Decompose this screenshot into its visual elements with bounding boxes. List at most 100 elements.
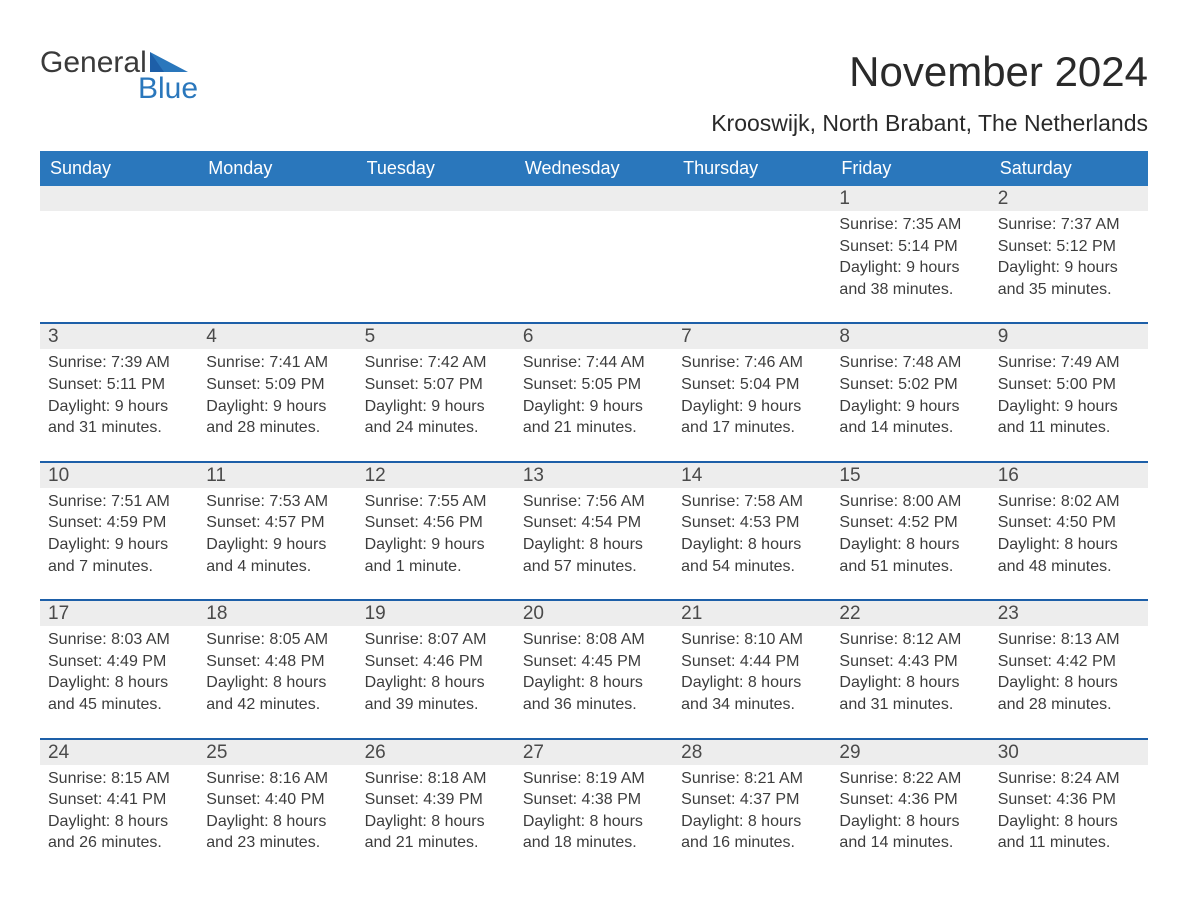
day-details xyxy=(515,211,673,304)
day-number xyxy=(515,186,673,211)
day-dl1: Daylight: 9 hours xyxy=(523,396,665,418)
day-number: 30 xyxy=(990,740,1148,765)
day-detail-row: Sunrise: 7:35 AMSunset: 5:14 PMDaylight:… xyxy=(40,211,1148,304)
day-dl2: and 26 minutes. xyxy=(48,832,190,854)
title-block: November 2024 Krooswijk, North Brabant, … xyxy=(711,40,1148,151)
day-number: 3 xyxy=(40,324,198,349)
day-details: Sunrise: 8:22 AMSunset: 4:36 PMDaylight:… xyxy=(831,765,989,858)
day-sunrise: Sunrise: 8:16 AM xyxy=(206,768,348,790)
dow-tuesday: Tuesday xyxy=(357,151,515,186)
day-dl2: and 11 minutes. xyxy=(998,832,1140,854)
day-details: Sunrise: 7:37 AMSunset: 5:12 PMDaylight:… xyxy=(990,211,1148,304)
day-dl1: Daylight: 8 hours xyxy=(48,672,190,694)
day-details: Sunrise: 7:51 AMSunset: 4:59 PMDaylight:… xyxy=(40,488,198,581)
day-dl2: and 14 minutes. xyxy=(839,417,981,439)
day-details: Sunrise: 8:24 AMSunset: 4:36 PMDaylight:… xyxy=(990,765,1148,858)
day-details: Sunrise: 7:42 AMSunset: 5:07 PMDaylight:… xyxy=(357,349,515,442)
day-sunset: Sunset: 4:41 PM xyxy=(48,789,190,811)
day-number: 24 xyxy=(40,740,198,765)
week-row: 12Sunrise: 7:35 AMSunset: 5:14 PMDayligh… xyxy=(40,186,1148,304)
day-details: Sunrise: 8:05 AMSunset: 4:48 PMDaylight:… xyxy=(198,626,356,719)
day-sunset: Sunset: 4:53 PM xyxy=(681,512,823,534)
day-number: 21 xyxy=(673,601,831,626)
day-dl2: and 28 minutes. xyxy=(998,694,1140,716)
day-sunrise: Sunrise: 8:00 AM xyxy=(839,491,981,513)
day-sunset: Sunset: 4:44 PM xyxy=(681,651,823,673)
day-number-row: 17181920212223 xyxy=(40,599,1148,626)
day-details: Sunrise: 7:48 AMSunset: 5:02 PMDaylight:… xyxy=(831,349,989,442)
dow-monday: Monday xyxy=(198,151,356,186)
day-dl2: and 48 minutes. xyxy=(998,556,1140,578)
day-sunset: Sunset: 4:37 PM xyxy=(681,789,823,811)
day-sunset: Sunset: 4:50 PM xyxy=(998,512,1140,534)
day-details: Sunrise: 7:49 AMSunset: 5:00 PMDaylight:… xyxy=(990,349,1148,442)
day-sunrise: Sunrise: 7:35 AM xyxy=(839,214,981,236)
day-dl1: Daylight: 8 hours xyxy=(839,534,981,556)
day-sunrise: Sunrise: 7:37 AM xyxy=(998,214,1140,236)
day-sunrise: Sunrise: 7:44 AM xyxy=(523,352,665,374)
day-dl2: and 31 minutes. xyxy=(48,417,190,439)
day-dl1: Daylight: 8 hours xyxy=(523,811,665,833)
week-row: 24252627282930Sunrise: 8:15 AMSunset: 4:… xyxy=(40,738,1148,858)
dow-wednesday: Wednesday xyxy=(515,151,673,186)
day-detail-row: Sunrise: 8:03 AMSunset: 4:49 PMDaylight:… xyxy=(40,626,1148,719)
day-details: Sunrise: 7:53 AMSunset: 4:57 PMDaylight:… xyxy=(198,488,356,581)
day-details xyxy=(40,211,198,304)
day-sunset: Sunset: 5:04 PM xyxy=(681,374,823,396)
logo-word1: General xyxy=(40,46,147,79)
day-sunrise: Sunrise: 7:51 AM xyxy=(48,491,190,513)
day-dl1: Daylight: 9 hours xyxy=(206,396,348,418)
day-number: 1 xyxy=(831,186,989,211)
header-row: General Blue November 2024 Krooswijk, No… xyxy=(40,40,1148,151)
day-number: 10 xyxy=(40,463,198,488)
day-sunrise: Sunrise: 7:55 AM xyxy=(365,491,507,513)
day-sunset: Sunset: 4:45 PM xyxy=(523,651,665,673)
day-dl2: and 21 minutes. xyxy=(365,832,507,854)
day-number-row: 10111213141516 xyxy=(40,461,1148,488)
day-number-row: 12 xyxy=(40,186,1148,211)
day-dl2: and 23 minutes. xyxy=(206,832,348,854)
day-sunrise: Sunrise: 7:49 AM xyxy=(998,352,1140,374)
day-dl2: and 35 minutes. xyxy=(998,279,1140,301)
day-details: Sunrise: 8:13 AMSunset: 4:42 PMDaylight:… xyxy=(990,626,1148,719)
day-number: 25 xyxy=(198,740,356,765)
day-dl2: and 42 minutes. xyxy=(206,694,348,716)
day-dl1: Daylight: 8 hours xyxy=(998,811,1140,833)
day-dl2: and 18 minutes. xyxy=(523,832,665,854)
day-sunrise: Sunrise: 8:24 AM xyxy=(998,768,1140,790)
day-dl2: and 1 minute. xyxy=(365,556,507,578)
day-sunset: Sunset: 4:59 PM xyxy=(48,512,190,534)
day-dl2: and 17 minutes. xyxy=(681,417,823,439)
day-details xyxy=(357,211,515,304)
day-dl1: Daylight: 8 hours xyxy=(839,811,981,833)
day-number: 22 xyxy=(831,601,989,626)
day-number: 18 xyxy=(198,601,356,626)
day-number: 2 xyxy=(990,186,1148,211)
day-sunset: Sunset: 4:48 PM xyxy=(206,651,348,673)
day-number xyxy=(673,186,831,211)
day-sunset: Sunset: 5:05 PM xyxy=(523,374,665,396)
page-title: November 2024 xyxy=(711,48,1148,96)
day-details: Sunrise: 7:39 AMSunset: 5:11 PMDaylight:… xyxy=(40,349,198,442)
day-dl2: and 54 minutes. xyxy=(681,556,823,578)
day-dl1: Daylight: 8 hours xyxy=(523,534,665,556)
day-number: 8 xyxy=(831,324,989,349)
day-dl1: Daylight: 8 hours xyxy=(998,534,1140,556)
day-number xyxy=(357,186,515,211)
day-sunrise: Sunrise: 8:10 AM xyxy=(681,629,823,651)
day-sunset: Sunset: 4:57 PM xyxy=(206,512,348,534)
day-number: 7 xyxy=(673,324,831,349)
day-sunrise: Sunrise: 8:21 AM xyxy=(681,768,823,790)
day-detail-row: Sunrise: 8:15 AMSunset: 4:41 PMDaylight:… xyxy=(40,765,1148,858)
day-sunset: Sunset: 4:36 PM xyxy=(998,789,1140,811)
day-sunset: Sunset: 5:00 PM xyxy=(998,374,1140,396)
day-details: Sunrise: 8:03 AMSunset: 4:49 PMDaylight:… xyxy=(40,626,198,719)
day-details: Sunrise: 7:58 AMSunset: 4:53 PMDaylight:… xyxy=(673,488,831,581)
day-dl1: Daylight: 9 hours xyxy=(365,396,507,418)
week-row: 3456789Sunrise: 7:39 AMSunset: 5:11 PMDa… xyxy=(40,322,1148,442)
day-dl1: Daylight: 8 hours xyxy=(681,811,823,833)
day-dl2: and 11 minutes. xyxy=(998,417,1140,439)
week-row: 17181920212223Sunrise: 8:03 AMSunset: 4:… xyxy=(40,599,1148,719)
day-sunrise: Sunrise: 8:19 AM xyxy=(523,768,665,790)
day-sunset: Sunset: 5:12 PM xyxy=(998,236,1140,258)
